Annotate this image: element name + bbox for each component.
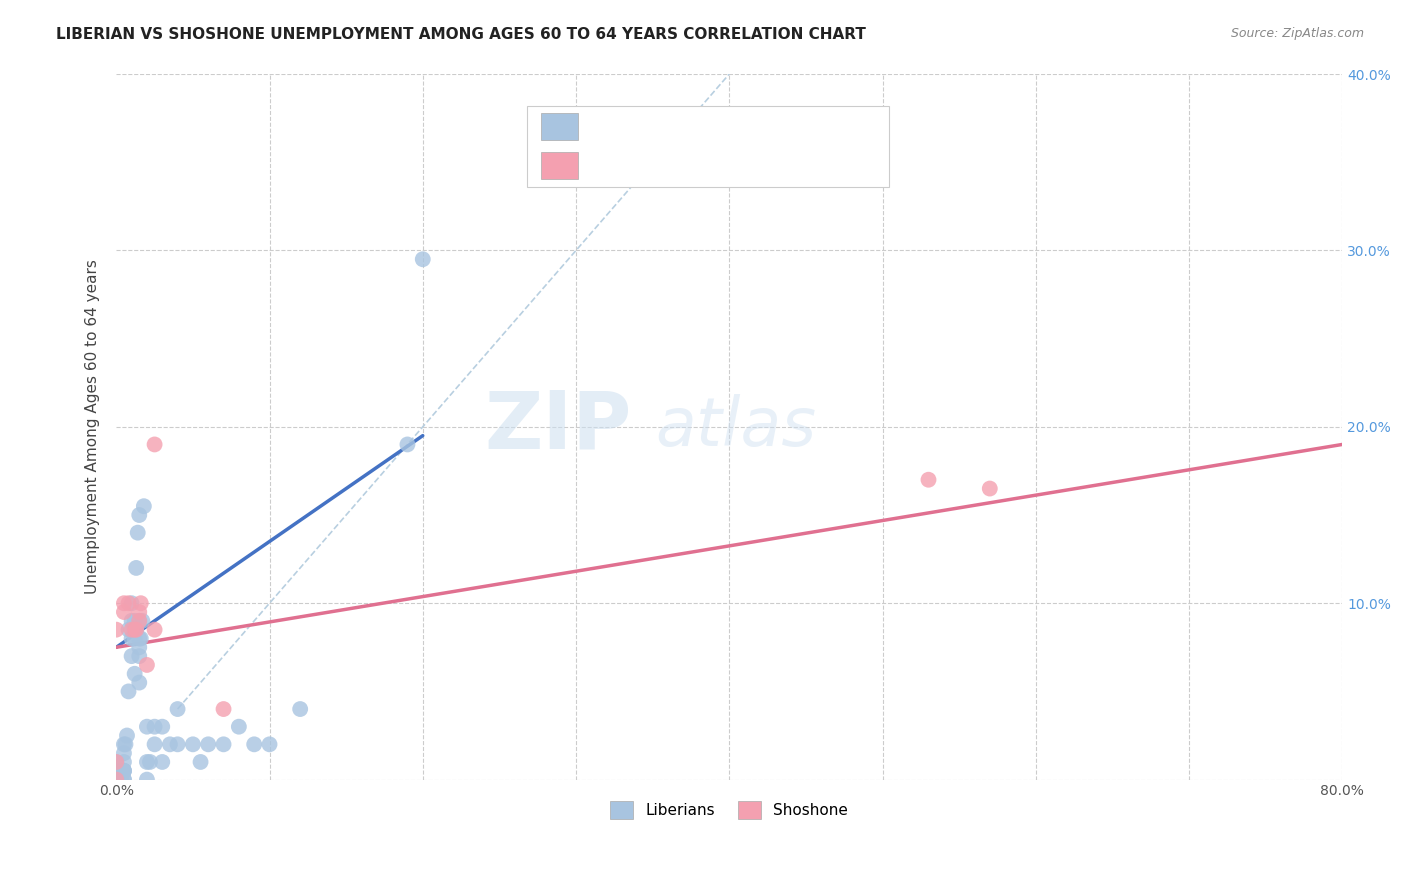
Point — [115, 729, 138, 743]
Point — [125, 623, 148, 637]
Point — [117, 684, 139, 698]
Point — [143, 737, 166, 751]
Point — [112, 764, 135, 778]
Point — [105, 764, 128, 778]
Point — [288, 702, 311, 716]
Point — [212, 737, 235, 751]
Point — [121, 596, 143, 610]
Point — [979, 482, 1001, 496]
Point — [166, 702, 188, 716]
Point — [129, 596, 152, 610]
Point — [117, 596, 139, 610]
Point — [129, 632, 152, 646]
Point — [117, 623, 139, 637]
Point — [112, 746, 135, 760]
Point — [197, 737, 219, 751]
Point — [114, 737, 136, 751]
Point — [135, 657, 157, 672]
Point — [396, 437, 419, 451]
Point — [121, 632, 143, 646]
Point — [121, 649, 143, 664]
Point — [112, 764, 135, 778]
Point — [128, 508, 150, 522]
Point — [135, 720, 157, 734]
Point — [121, 614, 143, 628]
Point — [412, 252, 434, 267]
Point — [105, 772, 128, 787]
Point — [139, 755, 162, 769]
Point — [150, 720, 173, 734]
Point — [128, 649, 150, 664]
Point — [110, 772, 132, 787]
Point — [112, 772, 135, 787]
Point — [105, 772, 128, 787]
Point — [112, 755, 135, 769]
Point — [143, 720, 166, 734]
Point — [124, 623, 146, 637]
Point — [127, 525, 149, 540]
Point — [105, 755, 128, 769]
Point — [128, 675, 150, 690]
Text: atlas: atlas — [655, 393, 817, 459]
Point — [128, 632, 150, 646]
Point — [105, 772, 128, 787]
Point — [110, 764, 132, 778]
Point — [105, 772, 128, 787]
Point — [150, 755, 173, 769]
Point — [243, 737, 266, 751]
Point — [128, 640, 150, 655]
Point — [159, 737, 181, 751]
Point — [105, 755, 128, 769]
Text: LIBERIAN VS SHOSHONE UNEMPLOYMENT AMONG AGES 60 TO 64 YEARS CORRELATION CHART: LIBERIAN VS SHOSHONE UNEMPLOYMENT AMONG … — [56, 27, 866, 42]
Point — [105, 772, 128, 787]
Point — [110, 772, 132, 787]
Point — [190, 755, 212, 769]
Point — [228, 720, 250, 734]
Point — [166, 737, 188, 751]
Point — [259, 737, 281, 751]
Point — [128, 614, 150, 628]
Point — [124, 632, 146, 646]
Point — [128, 614, 150, 628]
Point — [212, 702, 235, 716]
Point — [135, 772, 157, 787]
Point — [112, 596, 135, 610]
Point — [131, 614, 153, 628]
Point — [181, 737, 204, 751]
Point — [143, 437, 166, 451]
Point — [110, 772, 132, 787]
Point — [125, 561, 148, 575]
Point — [917, 473, 939, 487]
Legend: Liberians, Shoshone: Liberians, Shoshone — [605, 795, 855, 825]
Point — [112, 772, 135, 787]
Point — [112, 764, 135, 778]
Text: Source: ZipAtlas.com: Source: ZipAtlas.com — [1230, 27, 1364, 40]
Point — [112, 737, 135, 751]
Point — [112, 605, 135, 619]
Point — [124, 614, 146, 628]
Point — [135, 755, 157, 769]
Point — [105, 772, 128, 787]
Point — [125, 623, 148, 637]
Point — [128, 605, 150, 619]
Point — [132, 499, 155, 513]
Point — [143, 623, 166, 637]
Point — [121, 623, 143, 637]
Point — [124, 666, 146, 681]
Point — [105, 623, 128, 637]
Y-axis label: Unemployment Among Ages 60 to 64 years: Unemployment Among Ages 60 to 64 years — [86, 260, 100, 594]
Text: ZIP: ZIP — [484, 388, 631, 466]
